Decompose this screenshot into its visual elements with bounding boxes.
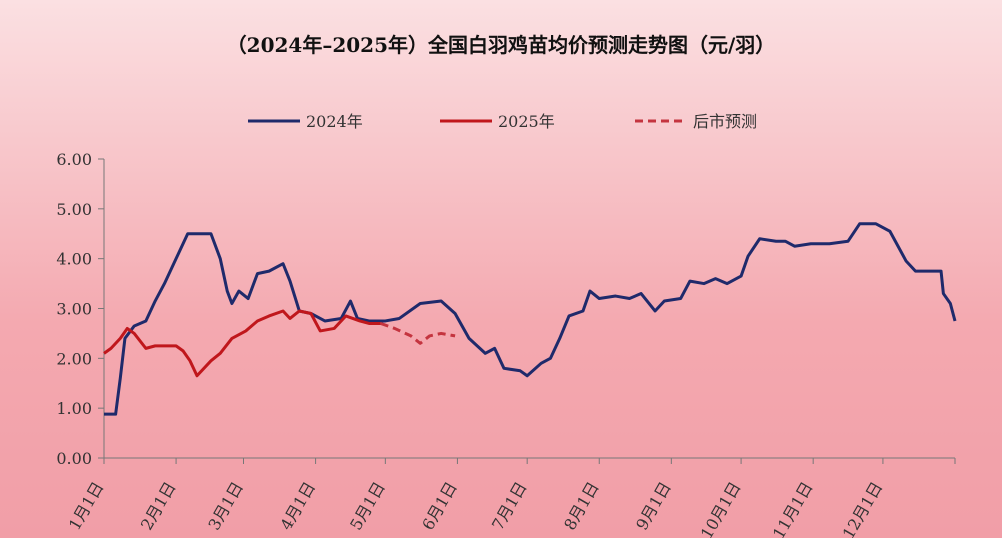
chart-title: （2024年–2025年）全国白羽鸡苗均价预测走势图（元/羽） [227, 33, 776, 57]
x-tick-label: 1月1日 [65, 479, 108, 534]
series-line [380, 322, 456, 345]
x-tick-label: 8月1日 [560, 479, 603, 534]
series-line [104, 222, 957, 416]
x-tick-label: 4月1日 [276, 479, 319, 534]
y-tick-label: 0.00 [56, 449, 92, 468]
legend-label: 2024年 [306, 112, 363, 131]
y-tick-label: 4.00 [56, 250, 92, 269]
x-tick-label: 6月1日 [418, 479, 461, 534]
y-tick-label: 5.00 [56, 200, 92, 219]
x-tick-label: 10月1日 [697, 479, 745, 538]
x-tick-label: 12月1日 [839, 479, 887, 538]
x-tick-label: 3月1日 [204, 479, 247, 534]
legend-label: 2025年 [498, 112, 555, 131]
x-tick-label: 9月1日 [632, 479, 675, 534]
y-tick-label: 6.00 [56, 150, 92, 169]
x-tick-label: 2月1日 [137, 479, 180, 534]
series-line [103, 309, 381, 378]
y-tick-label: 1.00 [56, 399, 92, 418]
x-tick-label: 7月1日 [488, 479, 531, 534]
y-tick-label: 3.00 [56, 300, 92, 319]
y-tick-label: 2.00 [56, 349, 92, 368]
x-tick-label: 11月1日 [769, 479, 817, 538]
legend-label: 后市预测 [693, 112, 757, 131]
x-tick-label: 5月1日 [346, 479, 389, 534]
